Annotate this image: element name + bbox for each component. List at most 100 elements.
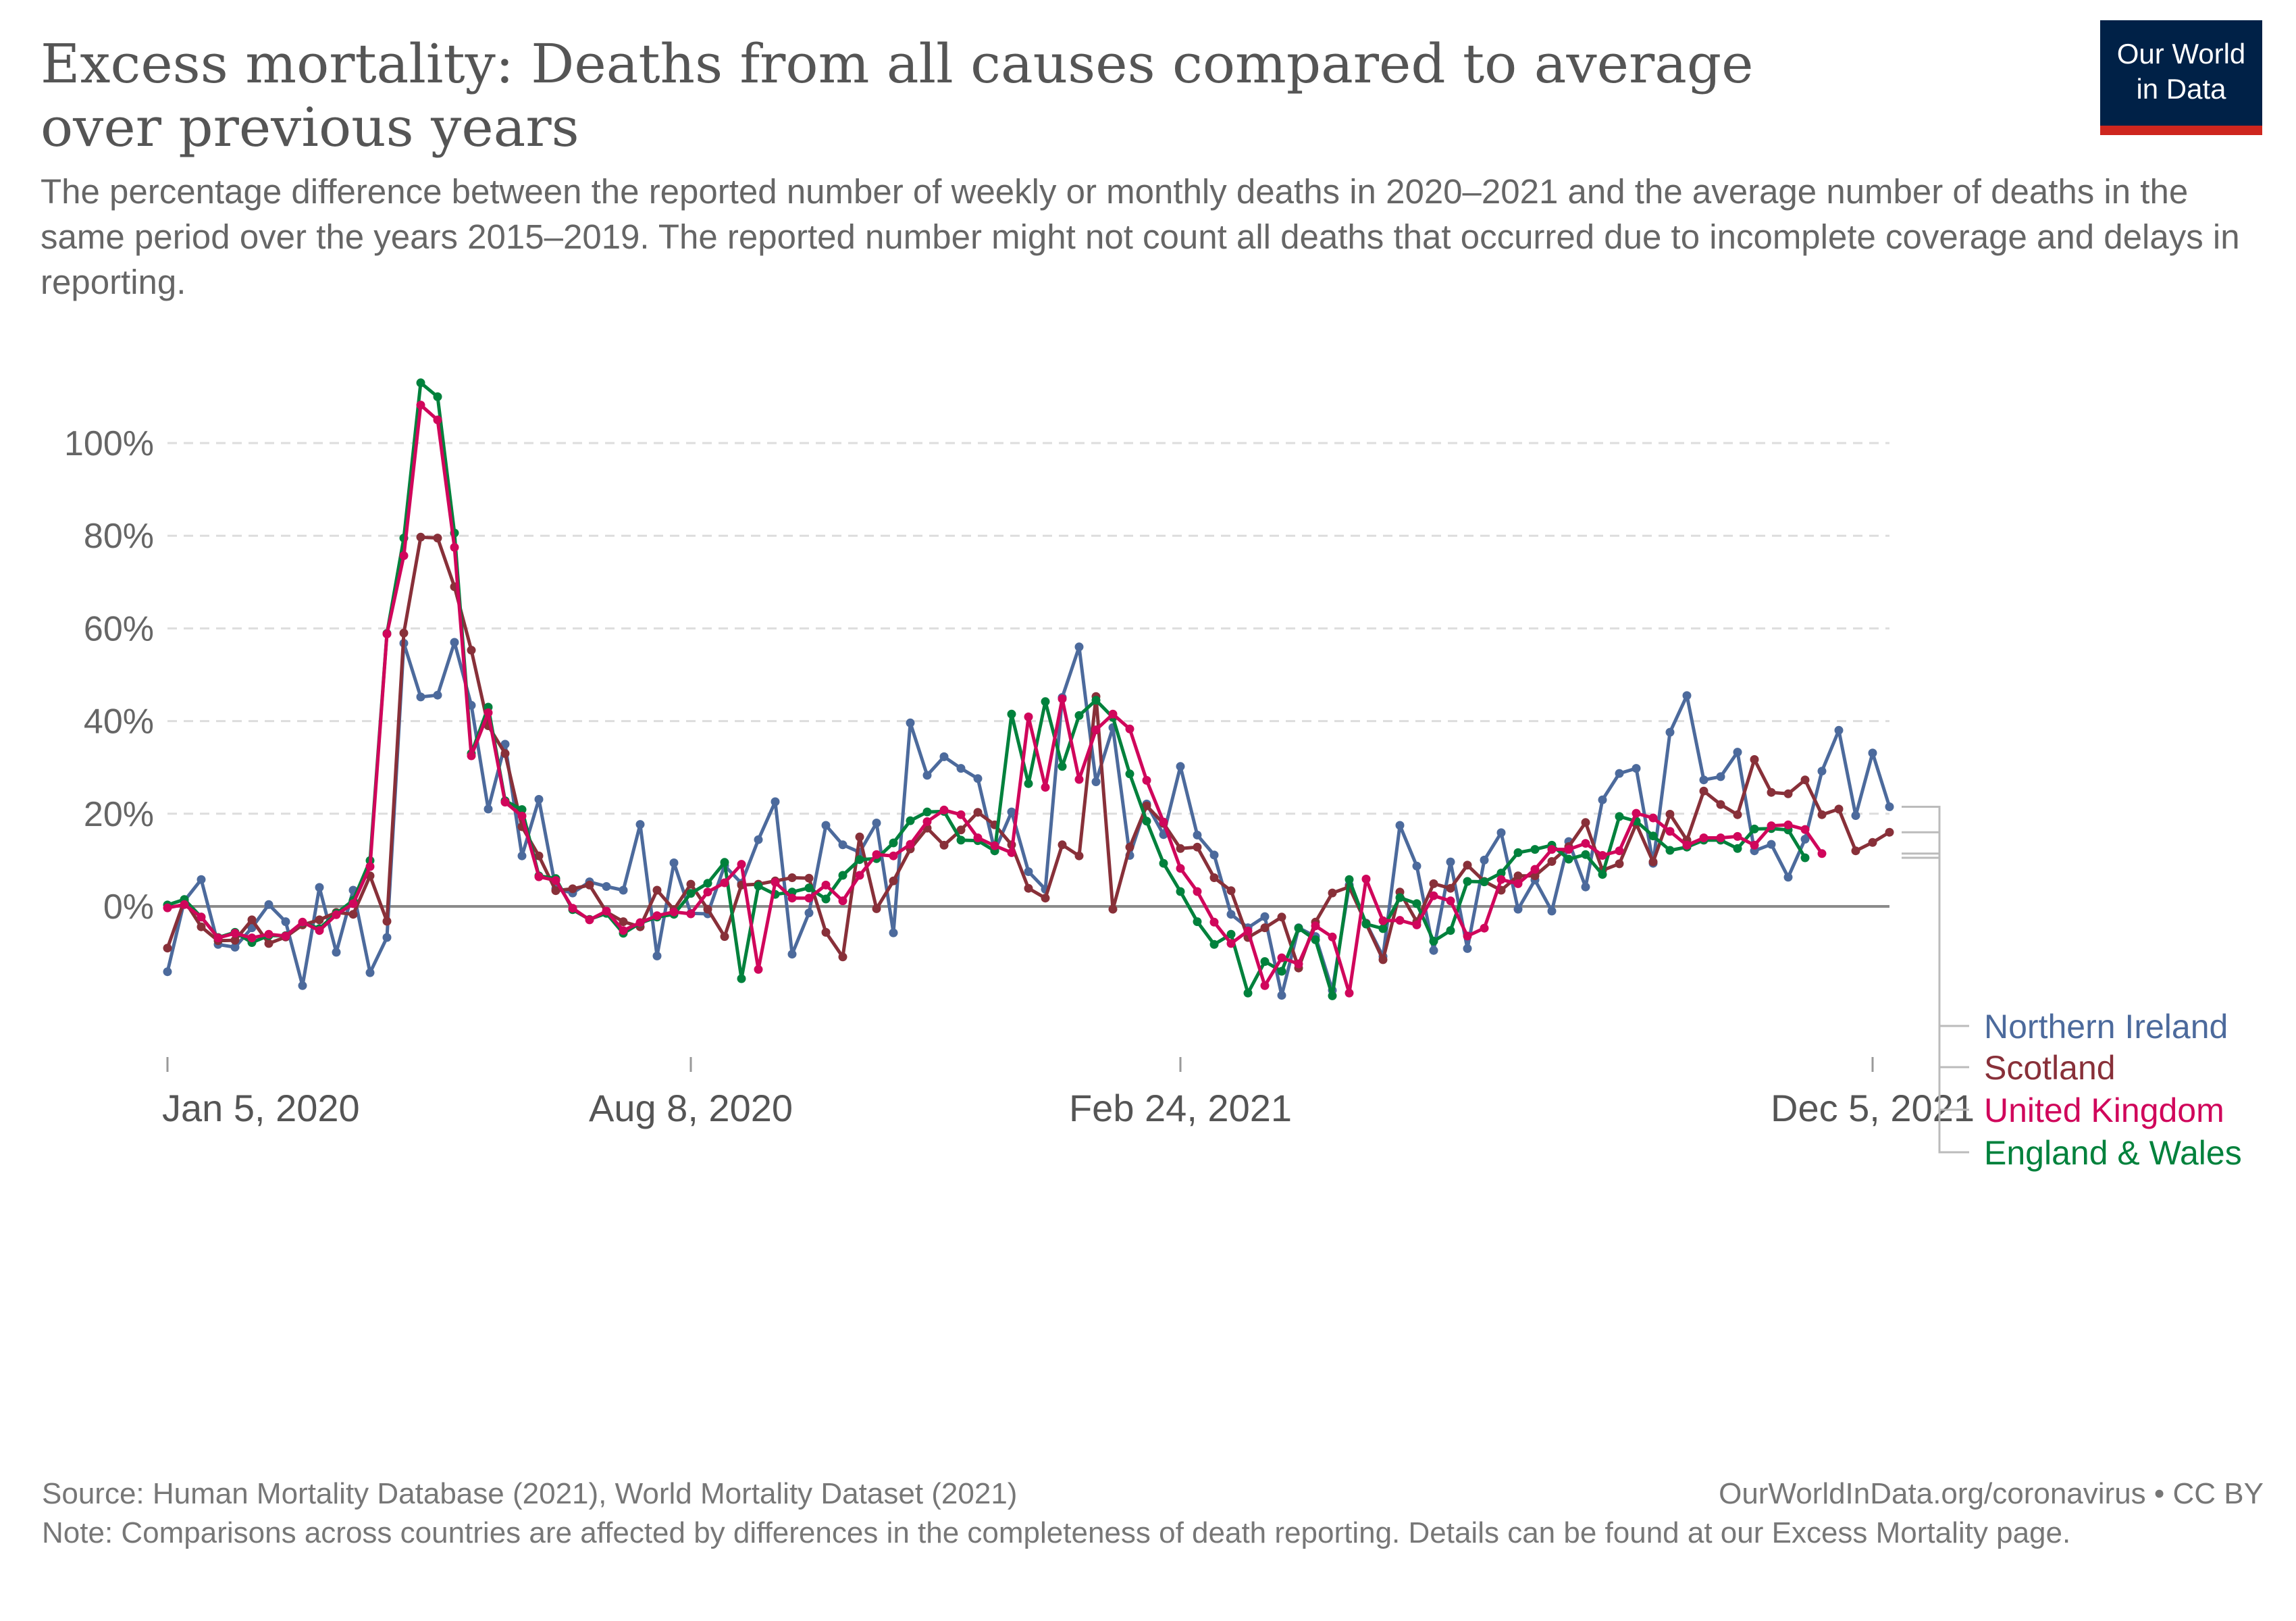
data-point[interactable]	[1277, 912, 1286, 922]
data-point[interactable]	[1733, 810, 1742, 819]
data-point[interactable]	[703, 879, 712, 888]
data-point[interactable]	[230, 935, 240, 945]
data-point[interactable]	[855, 871, 864, 880]
data-point[interactable]	[1851, 846, 1860, 856]
data-point[interactable]	[1767, 821, 1776, 831]
data-point[interactable]	[1615, 859, 1624, 869]
data-point[interactable]	[939, 840, 949, 850]
data-point[interactable]	[1091, 725, 1101, 735]
data-point[interactable]	[500, 740, 510, 749]
data-point[interactable]	[1209, 917, 1219, 927]
data-point[interactable]	[365, 968, 375, 977]
data-point[interactable]	[1598, 851, 1607, 860]
data-point[interactable]	[534, 795, 544, 804]
data-point[interactable]	[1277, 953, 1286, 962]
data-point[interactable]	[1226, 939, 1236, 948]
data-point[interactable]	[703, 904, 712, 914]
data-point[interactable]	[1834, 804, 1844, 814]
data-point[interactable]	[821, 894, 831, 904]
data-point[interactable]	[1733, 831, 1742, 841]
data-point[interactable]	[1125, 842, 1134, 852]
data-point[interactable]	[787, 894, 797, 903]
data-point[interactable]	[213, 933, 223, 943]
data-point[interactable]	[1311, 935, 1320, 944]
data-point[interactable]	[230, 929, 240, 938]
data-point[interactable]	[1783, 789, 1793, 798]
data-point[interactable]	[804, 883, 814, 893]
data-point[interactable]	[838, 871, 847, 880]
data-point[interactable]	[1817, 849, 1827, 858]
data-point[interactable]	[500, 798, 510, 807]
data-point[interactable]	[365, 862, 375, 871]
data-point[interactable]	[1395, 916, 1405, 925]
data-point[interactable]	[1632, 764, 1641, 773]
data-point[interactable]	[1176, 762, 1185, 771]
data-point[interactable]	[517, 811, 527, 821]
data-point[interactable]	[1378, 955, 1388, 964]
data-point[interactable]	[1716, 800, 1725, 809]
data-point[interactable]	[1615, 846, 1624, 856]
data-point[interactable]	[635, 918, 645, 927]
data-point[interactable]	[1547, 857, 1557, 866]
data-point[interactable]	[1159, 858, 1168, 868]
data-point[interactable]	[298, 917, 307, 927]
data-point[interactable]	[467, 646, 476, 655]
data-point[interactable]	[1648, 831, 1658, 841]
data-point[interactable]	[1733, 844, 1742, 853]
data-point[interactable]	[990, 841, 999, 850]
data-point[interactable]	[1885, 827, 1894, 837]
data-point[interactable]	[1699, 786, 1708, 796]
data-point[interactable]	[1564, 854, 1573, 864]
data-point[interactable]	[1716, 772, 1725, 781]
data-point[interactable]	[1463, 877, 1472, 886]
data-point[interactable]	[1463, 931, 1472, 941]
data-point[interactable]	[484, 804, 493, 814]
data-point[interactable]	[1699, 775, 1708, 785]
data-point[interactable]	[348, 899, 358, 908]
data-point[interactable]	[1513, 904, 1523, 914]
data-point[interactable]	[1041, 783, 1050, 792]
data-point[interactable]	[315, 926, 324, 935]
data-point[interactable]	[450, 638, 459, 647]
data-point[interactable]	[1665, 827, 1675, 836]
data-point[interactable]	[1024, 883, 1033, 893]
data-point[interactable]	[1530, 865, 1540, 874]
data-point[interactable]	[720, 878, 729, 887]
data-point[interactable]	[804, 908, 814, 918]
data-point[interactable]	[1783, 873, 1793, 882]
data-point[interactable]	[1496, 828, 1506, 838]
data-point[interactable]	[568, 884, 577, 894]
data-point[interactable]	[922, 817, 932, 826]
data-point[interactable]	[180, 900, 189, 909]
data-point[interactable]	[1412, 899, 1421, 908]
data-point[interactable]	[1378, 916, 1388, 925]
data-point[interactable]	[1767, 840, 1776, 849]
data-point[interactable]	[1530, 871, 1540, 881]
data-point[interactable]	[1446, 857, 1455, 867]
data-point[interactable]	[568, 904, 577, 913]
data-point[interactable]	[1632, 808, 1641, 818]
data-point[interactable]	[1176, 864, 1185, 873]
data-point[interactable]	[1699, 833, 1708, 842]
data-point[interactable]	[1226, 886, 1236, 896]
data-point[interactable]	[1007, 807, 1016, 817]
data-point[interactable]	[1193, 842, 1202, 852]
data-point[interactable]	[264, 929, 273, 939]
data-point[interactable]	[1581, 839, 1590, 848]
data-point[interactable]	[1429, 937, 1438, 946]
data-point[interactable]	[1328, 888, 1337, 898]
data-point[interactable]	[889, 851, 898, 860]
data-point[interactable]	[754, 964, 763, 974]
data-point[interactable]	[652, 951, 662, 960]
data-point[interactable]	[1513, 879, 1523, 888]
data-point[interactable]	[1395, 893, 1405, 902]
data-point[interactable]	[1513, 848, 1523, 857]
data-point[interactable]	[1800, 835, 1810, 844]
data-point[interactable]	[1463, 944, 1472, 953]
data-point[interactable]	[298, 981, 307, 990]
owid-logo[interactable]: Our World in Data	[2100, 20, 2262, 135]
data-point[interactable]	[1446, 896, 1455, 906]
data-point[interactable]	[1496, 869, 1506, 878]
data-point[interactable]	[1260, 912, 1270, 921]
data-point[interactable]	[1665, 846, 1675, 855]
